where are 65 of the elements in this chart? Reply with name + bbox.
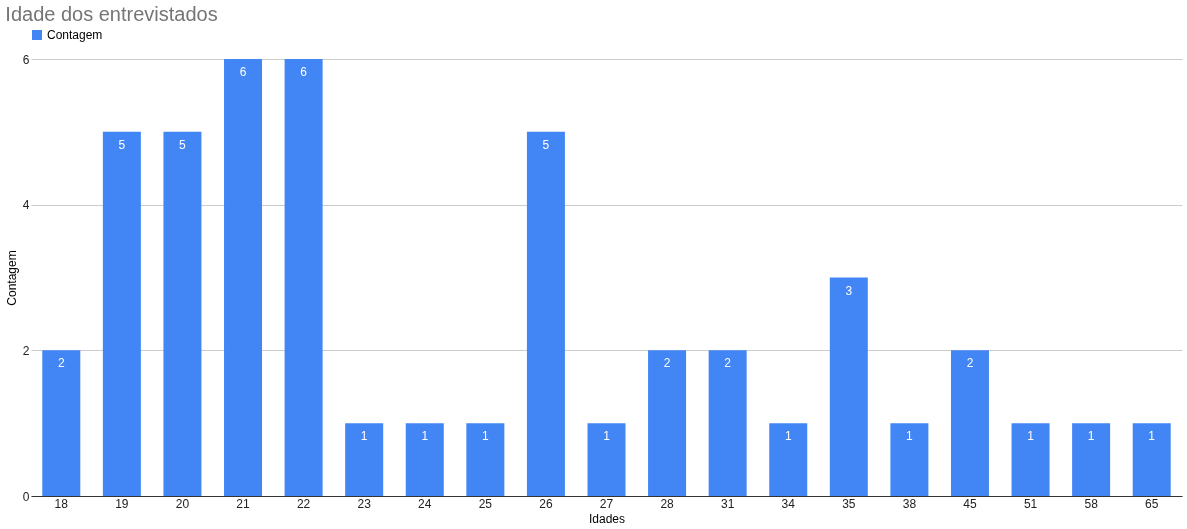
- x-tick-label: 23: [357, 496, 372, 511]
- x-tick-label: 22: [296, 496, 311, 511]
- data-label: 1: [421, 429, 429, 444]
- data-label: 5: [179, 137, 187, 152]
- bar: [708, 350, 747, 496]
- data-label: 1: [784, 429, 792, 444]
- y-tick-label: 4: [22, 198, 30, 213]
- x-tick-label: 21: [236, 496, 251, 511]
- x-tick-label: 25: [478, 496, 493, 511]
- chart-title: Idade dos entrevistados: [5, 3, 218, 25]
- data-label: 2: [966, 356, 974, 371]
- data-label: 2: [724, 356, 732, 371]
- bar: [829, 277, 868, 496]
- x-tick-label: 27: [599, 496, 614, 511]
- x-tick-label: 51: [1023, 496, 1038, 511]
- bar: [1132, 423, 1171, 496]
- x-tick-label: 38: [902, 496, 917, 511]
- bar: [950, 350, 989, 496]
- data-label: 1: [1027, 429, 1035, 444]
- x-tick-label: 35: [842, 496, 856, 511]
- y-tick-label: 0: [22, 489, 30, 504]
- bar: [284, 59, 323, 496]
- bar: [224, 59, 263, 496]
- bar: [466, 423, 505, 496]
- bar: [163, 131, 202, 496]
- bar: [890, 423, 929, 496]
- data-label: 2: [57, 356, 65, 371]
- x-tick-label: 31: [720, 496, 735, 511]
- data-label: 5: [542, 137, 550, 152]
- data-label: 1: [906, 429, 914, 444]
- x-tick-label: 45: [963, 496, 977, 511]
- data-label: 5: [118, 137, 126, 152]
- y-tick-label: 6: [22, 52, 30, 67]
- x-tick-label: 65: [1145, 496, 1159, 511]
- data-label: 1: [482, 429, 489, 444]
- bar: [648, 350, 687, 496]
- data-label: 3: [845, 283, 853, 298]
- y-axis-title: Contagem: [4, 250, 19, 306]
- bar: [42, 350, 81, 496]
- x-tick-label: 24: [418, 496, 432, 511]
- data-label: 6: [300, 65, 308, 79]
- x-tick-label: 19: [115, 496, 129, 511]
- bar: [526, 131, 565, 496]
- data-label: 1: [360, 429, 368, 444]
- y-tick-label: 2: [22, 343, 30, 358]
- x-tick-label: 58: [1084, 496, 1099, 511]
- x-tick-label: 28: [660, 496, 675, 511]
- x-axis-title: Idades: [588, 511, 626, 526]
- data-label: 2: [663, 356, 671, 371]
- data-label: 1: [1087, 429, 1095, 444]
- legend-label: Contagem: [47, 28, 103, 42]
- bar: [405, 423, 444, 496]
- data-label: 6: [239, 65, 247, 79]
- x-tick-label: 18: [54, 496, 69, 511]
- x-tick-label: 34: [781, 496, 796, 511]
- bar: [345, 423, 384, 496]
- bar: [1072, 423, 1111, 496]
- data-label: 1: [1148, 429, 1156, 444]
- bar: [1011, 423, 1050, 496]
- data-label: 1: [603, 429, 611, 444]
- bar: [102, 131, 141, 496]
- x-tick-label: 20: [175, 496, 190, 511]
- x-tick-label: 26: [539, 496, 553, 511]
- bar: [587, 423, 626, 496]
- bar: [769, 423, 808, 496]
